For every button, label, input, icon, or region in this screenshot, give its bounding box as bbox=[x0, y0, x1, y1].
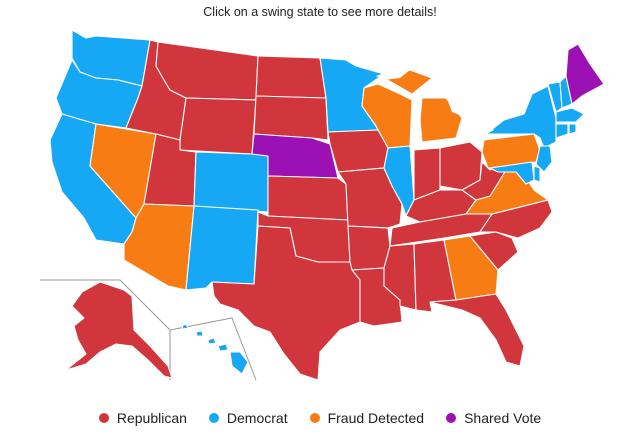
state-texas[interactable] bbox=[211, 225, 361, 381]
state-florida[interactable] bbox=[429, 293, 525, 367]
legend-item-shared-vote[interactable]: Shared Vote bbox=[446, 410, 541, 426]
legend-item-fraud-detected[interactable]: Fraud Detected bbox=[309, 410, 425, 426]
state-south-carolina[interactable] bbox=[469, 231, 519, 271]
state-rhode-island[interactable] bbox=[568, 123, 577, 135]
legend-label: Fraud Detected bbox=[327, 410, 425, 426]
state-alaska[interactable] bbox=[65, 281, 173, 379]
legend-label: Democrat bbox=[226, 410, 288, 426]
state-north-dakota[interactable] bbox=[255, 55, 327, 99]
lake-erie bbox=[466, 126, 494, 142]
state-delaware[interactable] bbox=[533, 165, 541, 183]
hawaii-inset-border bbox=[169, 317, 257, 381]
map-legend: Republican Democrat Fraud Detected Shared V… bbox=[0, 410, 640, 426]
state-colorado[interactable] bbox=[193, 151, 269, 213]
legend-item-republican[interactable]: Republican bbox=[98, 410, 187, 426]
state-arkansas[interactable] bbox=[347, 225, 391, 271]
lake-huron bbox=[446, 96, 462, 116]
legend-dot bbox=[446, 413, 457, 423]
lake-michigan bbox=[412, 96, 420, 146]
state-maine[interactable] bbox=[565, 43, 605, 105]
legend-dot bbox=[309, 413, 320, 423]
map-instruction: Click on a swing state to see more detai… bbox=[203, 5, 437, 19]
state-hawaii[interactable] bbox=[181, 323, 249, 375]
state-wyoming[interactable] bbox=[179, 97, 257, 155]
state-connecticut[interactable] bbox=[555, 123, 569, 139]
legend-label: Shared Vote bbox=[464, 410, 542, 426]
alaska-inset-border bbox=[40, 279, 171, 380]
state-new-mexico[interactable] bbox=[185, 205, 259, 291]
legend-dot bbox=[208, 413, 219, 423]
state-massachusetts[interactable] bbox=[555, 107, 585, 123]
state-new-jersey[interactable] bbox=[535, 145, 553, 173]
lake-superior bbox=[376, 70, 410, 80]
state-illinois[interactable] bbox=[383, 145, 415, 217]
legend-label: Republican bbox=[116, 410, 187, 426]
state-georgia[interactable] bbox=[443, 235, 499, 301]
state-maryland[interactable] bbox=[489, 161, 535, 185]
state-south-dakota[interactable] bbox=[253, 95, 329, 141]
legend-item-democrat[interactable]: Democrat bbox=[208, 410, 288, 426]
legend-dot bbox=[98, 413, 109, 423]
state-kansas[interactable] bbox=[267, 175, 349, 221]
state-iowa[interactable] bbox=[327, 129, 389, 173]
